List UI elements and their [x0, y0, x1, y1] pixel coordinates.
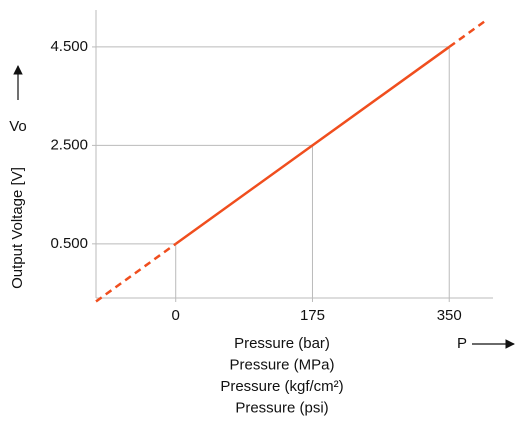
x-tick-label: 0: [172, 307, 180, 324]
x-symbol: P: [457, 335, 467, 352]
x-axis-title: Pressure (kgf/cm²): [220, 378, 343, 395]
guide-line: [96, 243, 177, 298]
y-axis-title: Output Voltage [V]: [9, 167, 26, 289]
x-axis-title: Pressure (psi): [235, 399, 328, 416]
y-tick-label: 0.500: [50, 235, 88, 252]
y-tick-label: 4.500: [50, 38, 88, 55]
data-line: [448, 18, 488, 48]
y-symbol: Vo: [9, 118, 27, 135]
x-tick-label: 175: [300, 307, 325, 324]
x-tick-label: 350: [437, 307, 462, 324]
x-axis-title: Pressure (MPa): [229, 356, 334, 373]
x-axis-title: Pressure (bar): [234, 335, 330, 352]
data-line: [95, 242, 177, 303]
data-line: [174, 45, 450, 245]
y-tick-label: 2.500: [50, 136, 88, 153]
